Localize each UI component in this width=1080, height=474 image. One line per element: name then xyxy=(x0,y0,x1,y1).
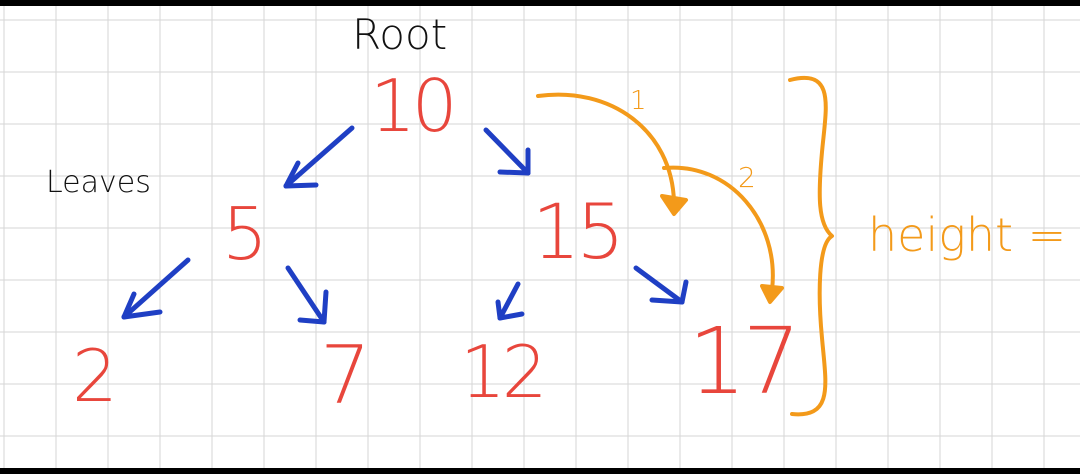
node-leaf-1: 2 xyxy=(72,334,118,418)
node-root: 10 xyxy=(370,64,458,148)
height-path-step-2-arrow xyxy=(662,165,784,304)
edge-10-to-5-arrow xyxy=(283,125,355,189)
root-label: Root xyxy=(352,10,448,59)
bottom-edge-bar xyxy=(0,468,1080,474)
edge-5-to-2-arrow xyxy=(121,257,191,320)
node-leaf-3: 12 xyxy=(460,330,548,414)
edge-5-to-7-arrow xyxy=(285,265,329,325)
top-edge-bar xyxy=(0,0,1080,6)
edge-10-to-15-arrow xyxy=(483,127,531,176)
edge-15-to-17-arrow xyxy=(633,265,689,305)
leaves-label: Leaves xyxy=(46,165,151,200)
height-path-step-2-label: 2 xyxy=(738,161,756,194)
node-leaf-4: 17 xyxy=(688,308,801,415)
height-brace xyxy=(788,76,834,417)
height-path-step-1-label: 1 xyxy=(630,86,647,116)
node-level1-right: 15 xyxy=(532,187,625,276)
node-level1-left: 5 xyxy=(222,192,268,276)
height-label: height = 2 xyxy=(868,208,1080,262)
node-leaf-2: 7 xyxy=(320,329,371,422)
edge-15-to-12-arrow xyxy=(495,281,525,321)
height-path-step-1-arrow xyxy=(536,92,688,216)
